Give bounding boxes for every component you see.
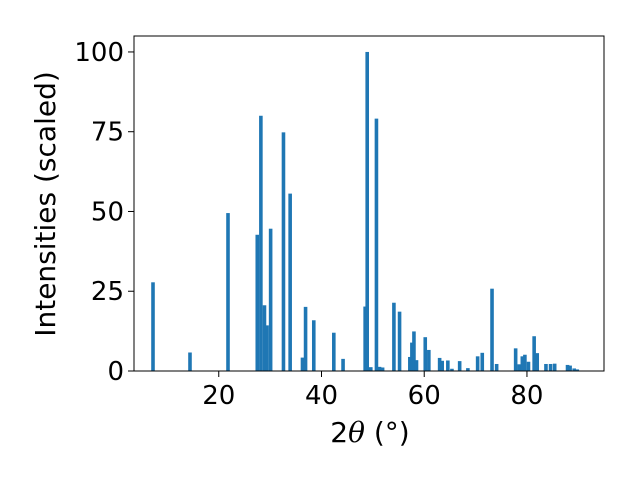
bar-47 [548,363,553,371]
bar-16 [365,51,369,371]
y-tick-label: 0 [107,357,124,387]
bar-20 [380,367,385,371]
y-tick-label: 75 [91,118,124,148]
bar-43 [526,361,531,371]
bar-50 [568,365,572,371]
bar-0 [151,282,155,371]
bar-46 [544,363,548,371]
x-tick-label: 20 [202,381,235,411]
y-axis-ticks: 0 25 50 75 100 [74,38,134,387]
plot-frame [133,35,605,372]
bar-12 [311,320,316,371]
bar-10 [300,357,305,371]
bar-26 [414,360,419,371]
bar-40 [517,364,522,371]
bar-14 [341,358,345,371]
bar-19 [377,366,382,371]
bar-21 [392,302,396,371]
bar-51 [572,368,577,371]
bar-28 [427,349,431,371]
bar-35 [475,356,480,371]
bar-8 [281,132,286,371]
bar-9 [288,193,292,371]
bar-11 [303,306,308,371]
bar-44 [532,336,536,371]
bar-2 [226,213,230,371]
bar-15 [363,306,367,371]
y-tick-label: 25 [91,277,124,307]
bar-36 [480,352,485,371]
bar-24 [410,342,414,371]
bar-41 [520,356,525,371]
bar-38 [494,363,499,371]
y-tick-label: 100 [74,38,124,68]
x-axis-ticks: 20 40 60 80 [202,371,543,411]
bar-18 [374,118,379,371]
bar-23 [408,356,412,371]
bar-31 [446,360,450,371]
bar-34 [466,368,470,371]
bar-22 [397,311,402,371]
bar-series [151,51,580,371]
bar-52 [575,369,580,371]
bar-42 [523,354,527,371]
bar-3 [255,234,260,371]
y-tick-label: 50 [91,197,124,227]
bar-17 [369,367,373,371]
bar-33 [457,361,462,371]
bar-49 [565,364,570,371]
bar-37 [490,288,494,371]
bar-45 [535,353,540,371]
bar-13 [332,332,336,371]
bar-30 [440,360,444,371]
bar-48 [552,363,557,371]
bar-27 [423,337,428,371]
bar-4 [259,115,263,371]
x-tick-label: 60 [408,381,441,411]
bar-32 [450,368,454,371]
x-tick-label: 40 [305,381,338,411]
x-tick-label: 80 [510,381,543,411]
bar-7 [268,228,273,371]
bar-1 [188,352,192,371]
bar-5 [262,305,267,371]
bar-25 [412,331,416,371]
x-axis-label: 2θ (°) [330,416,409,449]
bar-29 [437,357,442,371]
bar-39 [513,348,518,371]
y-axis-label: Intensities (scaled) [29,71,62,337]
bar-6 [265,325,269,371]
